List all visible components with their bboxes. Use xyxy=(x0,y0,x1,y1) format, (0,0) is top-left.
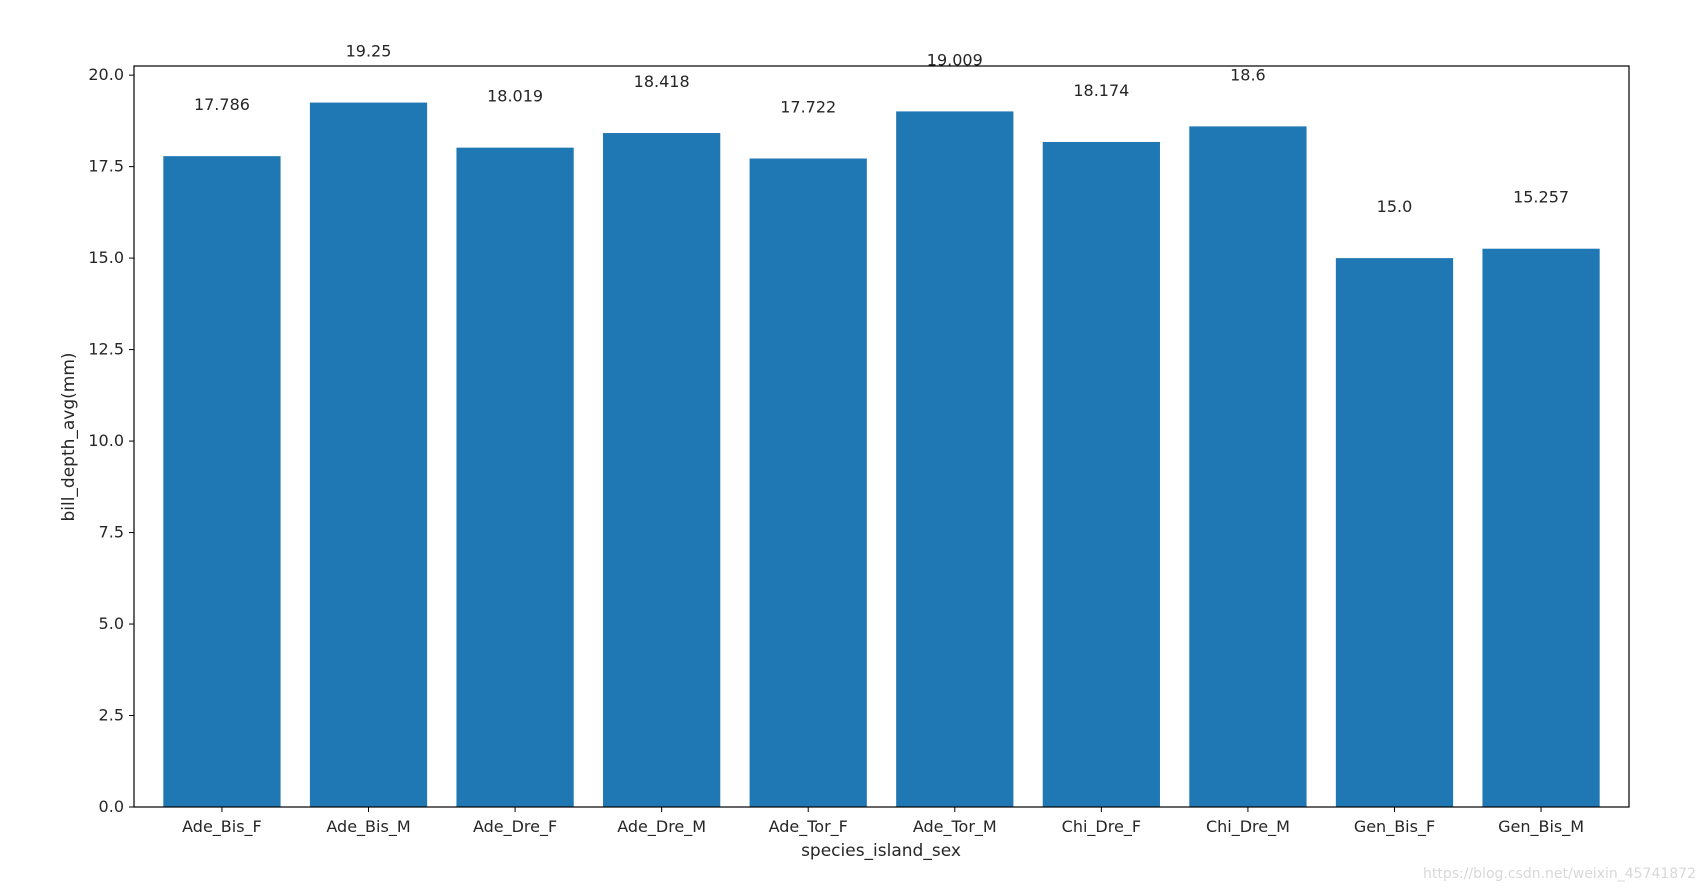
x-tick-label-Ade_Dre_F: Ade_Dre_F xyxy=(473,817,557,837)
x-axis-label: species_island_sex xyxy=(801,841,961,861)
value-label-Gen_Bis_F: 15.0 xyxy=(1377,197,1413,216)
watermark: https://blog.csdn.net/weixin_45741872 xyxy=(1423,866,1696,882)
y-tick-label-15.0: 15.0 xyxy=(88,248,124,267)
y-tick-label-17.5: 17.5 xyxy=(88,157,124,176)
value-label-Ade_Bis_F: 17.786 xyxy=(194,95,250,114)
bars-group xyxy=(163,102,1600,808)
value-label-Ade_Dre_M: 18.418 xyxy=(634,72,690,91)
value-labels-group: 17.786 19.25 18.019 18.418 17.722 19.009 18.17… xyxy=(194,42,1569,217)
y-tick-label-7.5: 7.5 xyxy=(99,523,124,542)
x-tick-label-Ade_Tor_F: Ade_Tor_F xyxy=(769,817,848,837)
x-tick-label-Chi_Dre_M: Chi_Dre_M xyxy=(1206,817,1290,837)
value-label-Chi_Dre_F: 18.174 xyxy=(1073,81,1129,100)
y-axis-label: bill_depth_avg(mm) xyxy=(59,352,79,521)
plot-frame xyxy=(133,65,1630,808)
value-label-Ade_Dre_F: 18.019 xyxy=(487,87,543,106)
x-tick-label-Ade_Bis_M: Ade_Bis_M xyxy=(326,817,410,837)
value-label-Gen_Bis_M: 15.257 xyxy=(1513,188,1569,207)
y-tick-label-2.5: 2.5 xyxy=(99,706,124,725)
x-tick-label-Ade_Tor_M: Ade_Tor_M xyxy=(913,817,997,837)
bar-Ade_Bis_M xyxy=(309,102,428,807)
bar-Ade_Bis_F xyxy=(163,156,281,807)
bar-Ade_Dre_F xyxy=(456,147,574,808)
bar-Ade_Tor_F xyxy=(749,158,867,807)
bar-Gen_Bis_F xyxy=(1335,258,1454,808)
y-tick-label-20.0: 20.0 xyxy=(88,65,124,84)
bar-Gen_Bis_M xyxy=(1482,248,1600,808)
value-label-Ade_Tor_M: 19.009 xyxy=(927,50,983,69)
bar-Chi_Dre_F xyxy=(1042,141,1160,808)
x-tick-label-Ade_Dre_M: Ade_Dre_M xyxy=(617,817,706,837)
x-tick-label-Gen_Bis_F: Gen_Bis_F xyxy=(1354,817,1435,837)
y-tick-label-12.5: 12.5 xyxy=(88,340,124,359)
bar-Ade_Tor_M xyxy=(896,111,1014,808)
value-label-Ade_Bis_M: 19.25 xyxy=(346,42,392,61)
y-tick-label-0.0: 0.0 xyxy=(99,797,124,816)
y-axis: 0.0 2.5 5.0 7.5 10.0 12.5 15.0 17.5 20.0 xyxy=(88,65,134,816)
value-label-Chi_Dre_M: 18.6 xyxy=(1230,65,1266,84)
y-tick-label-5.0: 5.0 xyxy=(99,614,124,633)
x-tick-label-Gen_Bis_M: Gen_Bis_M xyxy=(1498,817,1584,837)
bar-Ade_Dre_M xyxy=(603,133,721,808)
x-axis: Ade_Bis_F Ade_Bis_M Ade_Dre_F Ade_Dre_M Ade_… xyxy=(182,807,1584,837)
value-label-Ade_Tor_F: 17.722 xyxy=(780,98,836,117)
x-tick-label-Ade_Bis_F: Ade_Bis_F xyxy=(182,817,262,837)
bar-Chi_Dre_M xyxy=(1189,126,1307,807)
y-tick-label-10.0: 10.0 xyxy=(88,431,124,450)
x-tick-label-Chi_Dre_F: Chi_Dre_F xyxy=(1062,817,1141,837)
